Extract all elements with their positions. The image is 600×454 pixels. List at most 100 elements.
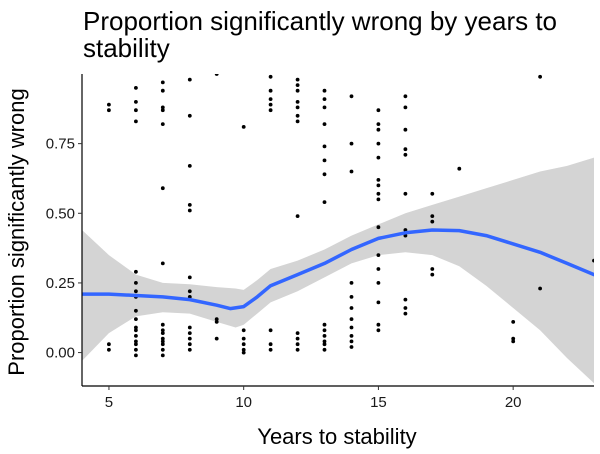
- data-point: [107, 108, 111, 113]
- y-tick-label: 0.50: [46, 205, 75, 222]
- x-tick-label: 15: [370, 394, 387, 411]
- data-point: [295, 336, 300, 341]
- data-point: [268, 342, 273, 347]
- data-point: [187, 289, 192, 294]
- data-point: [322, 334, 327, 338]
- data-point: [349, 306, 354, 310]
- data-point: [322, 144, 327, 149]
- data-point: [107, 342, 111, 347]
- data-point: [376, 183, 381, 188]
- data-point: [268, 88, 273, 93]
- data-point: [430, 219, 435, 224]
- data-point: [134, 100, 138, 104]
- data-point: [187, 77, 192, 82]
- data-point: [349, 295, 354, 299]
- data-point: [376, 191, 381, 196]
- data-point: [214, 317, 219, 321]
- data-point: [268, 347, 273, 352]
- data-point: [349, 325, 354, 330]
- data-point: [376, 225, 381, 230]
- confidence-band: [82, 157, 594, 384]
- data-point: [430, 272, 435, 277]
- data-point: [295, 83, 300, 87]
- data-point: [322, 347, 327, 352]
- data-point: [160, 80, 165, 85]
- data-point: [376, 281, 381, 285]
- data-point: [160, 261, 165, 266]
- data-point: [322, 200, 327, 205]
- data-point: [403, 147, 408, 152]
- data-point: [241, 328, 246, 333]
- data-point: [349, 141, 354, 146]
- data-point: [107, 347, 111, 352]
- data-point: [134, 328, 138, 333]
- data-point: [187, 331, 192, 335]
- data-point: [295, 105, 300, 110]
- data-point: [457, 166, 462, 171]
- data-point: [268, 328, 273, 333]
- data-point: [430, 191, 435, 196]
- data-point: [187, 347, 192, 352]
- data-point: [322, 322, 327, 327]
- data-point: [160, 331, 165, 335]
- data-point: [187, 275, 192, 280]
- x-axis-title: Years to stability: [257, 424, 416, 449]
- data-point: [268, 102, 273, 107]
- data-point: [511, 320, 516, 324]
- chart-title-line-1: Proportion significantly wrong by years …: [83, 6, 557, 36]
- data-point: [403, 94, 408, 99]
- data-point: [160, 353, 165, 358]
- data-point: [322, 328, 327, 333]
- data-point: [134, 269, 138, 274]
- data-point: [322, 88, 327, 93]
- data-point: [295, 342, 300, 347]
- data-point: [134, 86, 138, 90]
- data-point: [403, 127, 408, 132]
- data-point: [134, 325, 138, 330]
- data-point: [295, 88, 300, 93]
- data-point: [322, 158, 327, 163]
- data-point: [592, 258, 594, 263]
- plot-area: [82, 74, 594, 384]
- data-point: [134, 334, 138, 338]
- data-point: [187, 203, 192, 207]
- data-point: [134, 347, 138, 352]
- data-point: [322, 172, 327, 177]
- data-point: [160, 88, 165, 93]
- data-point: [430, 214, 435, 219]
- data-point: [376, 267, 381, 271]
- data-point: [160, 347, 165, 352]
- data-point: [107, 102, 111, 107]
- data-point: [134, 281, 138, 285]
- data-point: [376, 127, 381, 132]
- data-point: [160, 105, 165, 110]
- data-point: [511, 339, 516, 344]
- data-point: [268, 108, 273, 113]
- y-tick-label: 0.25: [46, 275, 75, 292]
- data-point: [160, 122, 165, 126]
- data-point: [160, 342, 165, 347]
- data-point: [376, 108, 381, 113]
- data-point: [295, 214, 300, 219]
- data-point: [430, 267, 435, 271]
- data-point: [295, 119, 300, 124]
- data-point: [241, 347, 246, 352]
- data-point: [295, 77, 300, 82]
- data-point: [241, 125, 246, 129]
- data-point: [134, 308, 138, 313]
- data-point: [187, 342, 192, 347]
- data-point: [295, 347, 300, 352]
- smooth-trend-line: [82, 228, 594, 311]
- y-axis-title: Proportion significantly wrong: [4, 88, 29, 375]
- data-point: [134, 342, 138, 347]
- data-point: [295, 331, 300, 335]
- data-point: [376, 178, 381, 182]
- data-point: [268, 97, 273, 101]
- data-point: [349, 281, 354, 285]
- data-point: [322, 342, 327, 347]
- data-point: [134, 119, 138, 124]
- axis-ticks: 5 10 15 20 0.00 0.25 0.50 0.75: [46, 136, 522, 411]
- data-point: [214, 320, 219, 324]
- data-point: [134, 289, 138, 294]
